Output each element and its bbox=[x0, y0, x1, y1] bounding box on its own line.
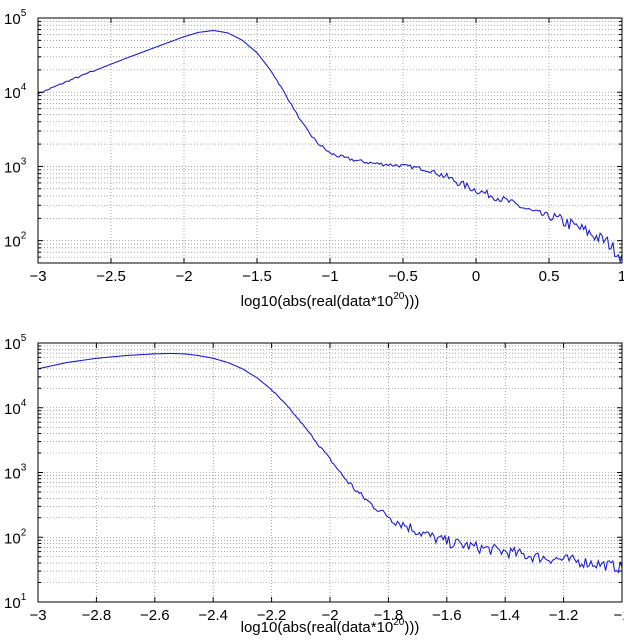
y-tick-label: 103 bbox=[4, 463, 27, 483]
x-tick-label: −2.4 bbox=[198, 607, 228, 624]
grid-top bbox=[37, 17, 623, 264]
x-tick-label: −2.6 bbox=[140, 607, 170, 624]
x-tick-label: −2 bbox=[175, 268, 192, 285]
x-tick-label: 0 bbox=[472, 268, 480, 285]
x-tick-label: 0.5 bbox=[539, 268, 560, 285]
x-tick-label: −2.2 bbox=[257, 607, 287, 624]
series-line bbox=[37, 29, 623, 264]
y-tick-label: 102 bbox=[4, 527, 27, 547]
y-tick-label: 102 bbox=[4, 231, 27, 251]
x-tick-label: −2.5 bbox=[96, 268, 126, 285]
x-tick-label: −1.8 bbox=[374, 607, 404, 624]
x-tick-label: 1 bbox=[618, 268, 624, 285]
x-tick-label: −3 bbox=[29, 268, 46, 285]
y-tick-label: 101 bbox=[4, 592, 27, 612]
x-tick-label: −1.4 bbox=[490, 607, 520, 624]
x-tick-label: −2 bbox=[321, 607, 338, 624]
x-tick-label: −1.2 bbox=[549, 607, 579, 624]
y-tick-label: 104 bbox=[4, 398, 27, 418]
chart-panel-bottom: −3 −2.8 −2.6 −2.4 −2.2 −2 −1.8 −1.6 −1.4 −1.2 −1 10… bbox=[4, 333, 624, 636]
series-layer-top bbox=[37, 29, 623, 264]
y-tick-label: 105 bbox=[4, 333, 27, 353]
grid-bottom bbox=[37, 342, 623, 603]
x-tick-label: −1.5 bbox=[242, 268, 272, 285]
chart-panel-top: −3 −2.5 −2 −1.5 −1 −0.5 0 0.5 1 102 103 104 105 log1… bbox=[4, 8, 624, 310]
y-tick-label: 103 bbox=[4, 156, 27, 176]
y-tick-label: 105 bbox=[4, 8, 27, 28]
y-tick-label: 104 bbox=[4, 82, 27, 102]
x-tick-label: −1.6 bbox=[432, 607, 462, 624]
series-layer-bottom bbox=[37, 352, 623, 574]
x-axis-label-top: log10(abs(real(data*1020))) bbox=[241, 291, 420, 310]
x-tick-label: −0.5 bbox=[388, 268, 418, 285]
x-tick-label: −2.8 bbox=[82, 607, 112, 624]
x-tick-label: −1 bbox=[321, 268, 338, 285]
ticks-bottom: −3 −2.8 −2.6 −2.4 −2.2 −2 −1.8 −1.6 −1.4 −1.2 −1 10… bbox=[4, 333, 624, 624]
x-tick-label: −3 bbox=[29, 607, 46, 624]
ticks-top: −3 −2.5 −2 −1.5 −1 −0.5 0 0.5 1 102 103 104 105 bbox=[4, 8, 624, 285]
x-tick-label: −1 bbox=[613, 607, 624, 624]
x-axis-label-bottom: log10(abs(real(data*1020))) bbox=[241, 617, 420, 636]
series-line bbox=[37, 352, 623, 574]
